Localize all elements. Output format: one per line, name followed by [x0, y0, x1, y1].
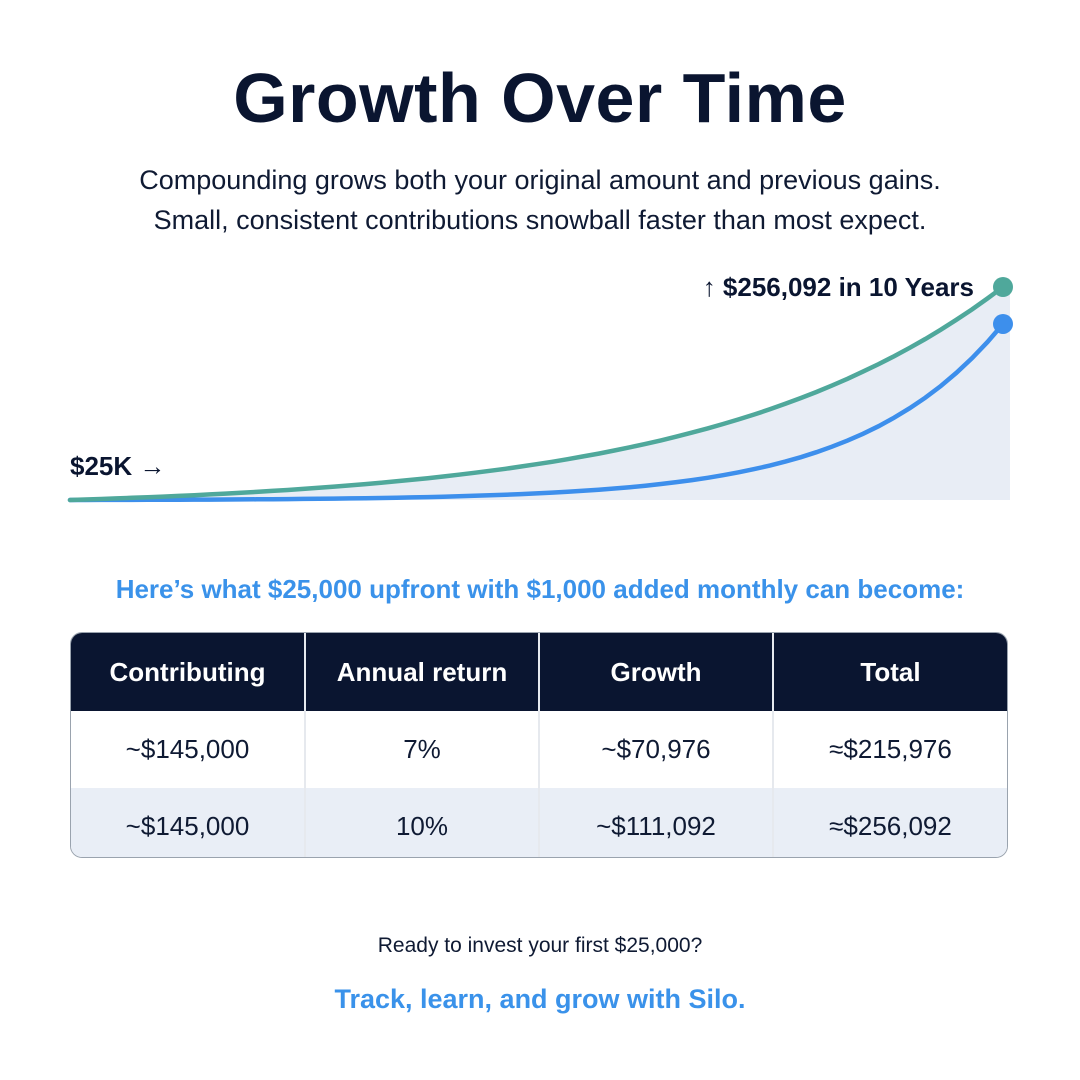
subtitle: Compounding grows both your original amo…	[0, 160, 1080, 240]
end-point-high	[993, 277, 1013, 297]
cell-growth: ~$111,092	[539, 788, 774, 857]
table-header-row: Contributing Annual return Growth Total	[71, 633, 1007, 711]
cell-contributing: ~$145,000	[71, 711, 306, 788]
cell-growth: ~$70,976	[539, 711, 774, 788]
subtitle-line-2: Small, consistent contributions snowball…	[153, 205, 927, 235]
cell-total: ≈$256,092	[773, 788, 1007, 857]
header-growth: Growth	[539, 633, 774, 711]
cell-annual-return: 7%	[305, 711, 540, 788]
cell-total: ≈$215,976	[773, 711, 1007, 788]
series-line-high	[67, 284, 1006, 503]
footer-question: Ready to invest your first $25,000?	[377, 934, 703, 957]
growth-chart: $25K → ↑ $256,092 in 10 Years	[67, 272, 1013, 503]
end-point-low	[993, 313, 1013, 334]
scenario-intro: Here’s what $25,000 upfront with $1,000 …	[115, 574, 965, 604]
cell-contributing: ~$145,000	[71, 788, 306, 857]
projection-table: Contributing Annual return Growth Total …	[70, 632, 1008, 858]
series-line-low	[67, 321, 1006, 503]
start-value-label: $25K →	[70, 451, 165, 481]
end-value-label: ↑ $256,092 in 10 Years	[703, 272, 974, 302]
table-row: ~$145,000 10% ~$111,092 ≈$256,092	[71, 788, 1007, 857]
subtitle-line-1: Compounding grows both your original amo…	[139, 165, 941, 195]
header-annual-return: Annual return	[305, 633, 540, 711]
page-title: Growth Over Time	[233, 59, 847, 137]
cell-annual-return: 10%	[305, 788, 540, 857]
growth-area-fill	[70, 287, 1010, 500]
header-total: Total	[773, 633, 1007, 711]
table-row: ~$145,000 7% ~$70,976 ≈$215,976	[71, 711, 1007, 788]
footer-cta: Track, learn, and grow with Silo.	[334, 984, 746, 1014]
header-contributing: Contributing	[71, 633, 306, 711]
